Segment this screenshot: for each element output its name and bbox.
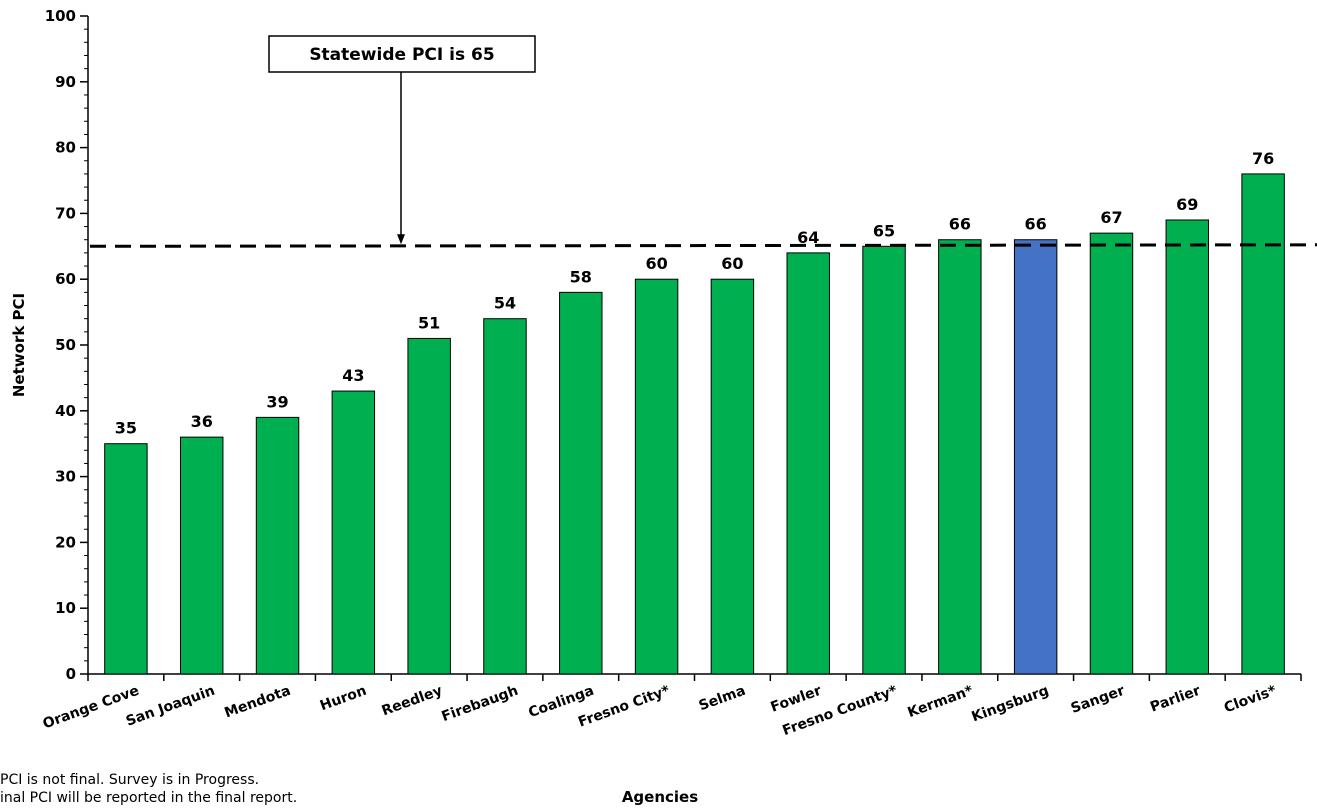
data-label: 67 (1100, 208, 1122, 227)
bar (1241, 173, 1285, 675)
y-tick-label: 90 (55, 73, 76, 91)
y-tick-label: 80 (55, 139, 76, 157)
footnote-line-1: PCI is not final. Survey is in Progress. (0, 772, 260, 788)
y-tick-label: 40 (55, 402, 76, 420)
footnote-line-2: inal PCI will be reported in the final r… (0, 790, 298, 806)
bar (331, 390, 376, 675)
bar (483, 318, 527, 675)
data-label: 66 (1025, 215, 1047, 234)
y-tick-label: 20 (55, 533, 76, 551)
data-label: 51 (418, 313, 440, 332)
x-tick-label: Kingsburg (970, 683, 1051, 726)
data-label: 39 (266, 392, 288, 411)
x-tick-label: Sanger (1069, 683, 1127, 717)
bar (1013, 239, 1058, 675)
bars-layer (104, 173, 1285, 675)
bar (938, 239, 982, 675)
bar (104, 443, 148, 675)
x-tick-label: Mendota (222, 683, 292, 722)
x-tick-label: Firebaugh (440, 683, 521, 725)
bar (255, 416, 300, 675)
y-tick-label: 60 (55, 270, 76, 288)
data-label: 43 (342, 366, 364, 385)
data-labels-layer: 35 36 39 43 51 54 58 60 60 64 65 66 66 67 69 76 (115, 149, 1274, 438)
statewide-reference-line (89, 243, 1317, 248)
data-label: 58 (570, 267, 592, 286)
data-label: 64 (797, 228, 819, 247)
bar (710, 278, 755, 675)
x-tick-label: Selma (697, 683, 748, 715)
reference-line-layer (89, 243, 1317, 248)
bar (634, 278, 679, 675)
data-label: 60 (721, 254, 743, 273)
annotation-box (268, 35, 536, 73)
x-tick-label: Orange Cove (41, 683, 141, 733)
data-label: 36 (191, 412, 213, 431)
y-tick-label: 0 (66, 665, 76, 683)
y-tick-label: 50 (55, 336, 76, 354)
x-tick-label: Reedley (380, 683, 445, 720)
x-tick-label: Kerman* (906, 682, 976, 721)
data-label: 54 (494, 294, 516, 313)
data-label: 65 (873, 221, 895, 240)
x-tick-label: Parlier (1148, 683, 1203, 716)
bar (862, 245, 906, 675)
y-tick-label: 100 (45, 7, 76, 25)
x-tick-label: Clovis* (1222, 682, 1279, 716)
bar (1089, 232, 1134, 675)
annotation-text: Statewide PCI is 65 (309, 45, 494, 65)
bar (1165, 219, 1210, 675)
y-tick-label: 70 (55, 204, 76, 222)
x-tick-label: Huron (318, 683, 369, 715)
data-label: 69 (1176, 195, 1198, 214)
y-axis-label: Network PCI (10, 293, 28, 397)
y-tick-label: 10 (55, 599, 76, 617)
data-label: 66 (949, 215, 971, 234)
bar (786, 252, 830, 675)
data-label: 35 (115, 419, 137, 438)
data-label: 60 (645, 254, 667, 273)
bar (559, 291, 603, 675)
bar (179, 436, 224, 675)
data-label: 76 (1252, 149, 1274, 168)
annotation-layer: Statewide PCI is 65 (268, 35, 536, 245)
x-axis-label: Agencies (622, 788, 698, 806)
bar (407, 337, 451, 675)
y-tick-label: 30 (55, 468, 76, 486)
annotation-arrow-head (397, 234, 405, 245)
